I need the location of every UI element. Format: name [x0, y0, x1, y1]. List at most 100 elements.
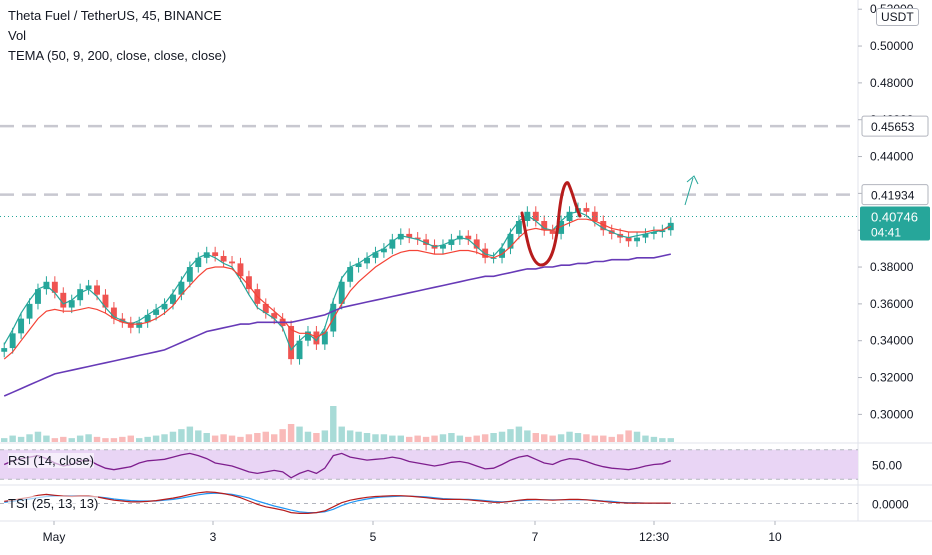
level-label-box	[861, 184, 929, 206]
currency-button[interactable]: USDT	[876, 8, 919, 26]
volume-bar	[93, 436, 101, 442]
candle-body	[237, 263, 244, 277]
volume-bar	[1, 438, 8, 442]
volume-bar	[566, 431, 573, 442]
forecast-arrow-head	[686, 175, 699, 185]
x-tick-label: 3	[210, 530, 217, 544]
candle-body	[355, 263, 362, 268]
y-tick-label: 0.38000	[870, 260, 914, 274]
volume-bar	[51, 438, 59, 442]
tsi-axis-label: 0.0000	[872, 498, 909, 512]
volume-bar	[431, 435, 438, 442]
volume-bar	[144, 436, 151, 442]
tsi-legend[interactable]: TSI (25, 13, 13)	[8, 496, 99, 511]
candle-body	[51, 281, 58, 293]
volume-bar	[26, 434, 33, 442]
candle-body	[482, 248, 489, 258]
volume-bar	[338, 426, 345, 442]
x-tick-label: 7	[532, 530, 539, 544]
volume-bar	[667, 438, 674, 442]
volume-bar	[9, 435, 16, 442]
hand-drawn-w	[520, 181, 582, 267]
tema-fast-line	[3, 211, 672, 352]
candle-body	[338, 281, 345, 304]
volume-bar	[262, 431, 269, 442]
candle-body	[507, 233, 514, 249]
volume-bar	[473, 435, 480, 442]
current-price-box	[860, 206, 930, 241]
candle-body	[271, 313, 278, 319]
level-label-box	[861, 115, 929, 137]
volume-bar	[195, 430, 202, 442]
volume-bar	[178, 429, 185, 442]
candle-body	[600, 221, 607, 231]
candle-body	[625, 237, 632, 242]
candle-body	[650, 232, 657, 234]
volume-bar	[389, 435, 396, 442]
volume-bar	[237, 436, 244, 442]
candle-body	[1, 348, 8, 352]
volume-bar	[346, 430, 354, 442]
candle-body	[532, 211, 539, 221]
vol-legend[interactable]: Vol	[8, 28, 27, 43]
volume-bar	[271, 434, 278, 442]
x-tick-label: 10	[768, 530, 782, 544]
volume-bar	[397, 435, 404, 442]
countdown-text: 04:41	[871, 225, 901, 239]
volume-bar	[642, 435, 649, 442]
volume-bar	[304, 431, 312, 442]
volume-bar	[591, 435, 599, 442]
candle-body	[296, 340, 303, 360]
volume-bar	[380, 434, 388, 442]
volume-bar	[254, 433, 261, 442]
volume-bar	[169, 431, 177, 442]
volume-bar	[583, 434, 590, 442]
x-tick-label: 12:30	[639, 530, 669, 544]
rsi-legend[interactable]: RSI (14, close)	[8, 453, 94, 468]
candle-body	[170, 294, 176, 304]
candle-body	[499, 248, 505, 258]
candle-body	[26, 303, 33, 319]
tema-legend[interactable]: TEMA (50, 9, 200, close, close, close)	[8, 48, 227, 63]
candle-body	[245, 276, 252, 290]
candle-body	[473, 239, 480, 249]
volume-bar	[481, 434, 489, 442]
volume-bar	[203, 433, 210, 442]
volume-bar	[136, 438, 143, 442]
volume-bar	[600, 435, 607, 442]
volume-bar	[465, 436, 472, 442]
candle-body	[127, 322, 134, 328]
candle-body	[541, 221, 548, 231]
candle-body	[110, 307, 117, 319]
candle-body	[549, 230, 556, 234]
volume-bar	[448, 433, 455, 442]
volume-bar	[313, 433, 320, 442]
volume-bar	[330, 406, 337, 442]
volume-bar	[557, 434, 565, 442]
volume-bar	[498, 431, 506, 442]
volume-bar	[574, 433, 582, 442]
candle-body	[313, 331, 320, 345]
candle-body	[634, 237, 640, 242]
volume-bar	[532, 433, 539, 442]
candle-body	[18, 318, 25, 334]
volume-bar	[515, 426, 523, 442]
candle-body	[262, 303, 269, 314]
candle-body	[406, 233, 413, 238]
candle-body	[448, 239, 455, 245]
x-tick-label: 5	[370, 530, 377, 544]
candle-body	[524, 211, 531, 221]
candle-body	[77, 289, 84, 301]
symbol-title[interactable]: Theta Fuel / TetherUS, 45, BINANCE	[8, 8, 222, 23]
volume-bar	[119, 436, 126, 442]
volume-bar	[186, 426, 194, 442]
candle-body	[440, 244, 446, 249]
volume-bar	[76, 435, 84, 442]
level-label-text: 0.41934	[871, 189, 915, 203]
candle-body	[60, 292, 67, 308]
candle-body	[389, 239, 396, 249]
candle-body	[423, 239, 430, 245]
volume-bar	[659, 438, 666, 442]
